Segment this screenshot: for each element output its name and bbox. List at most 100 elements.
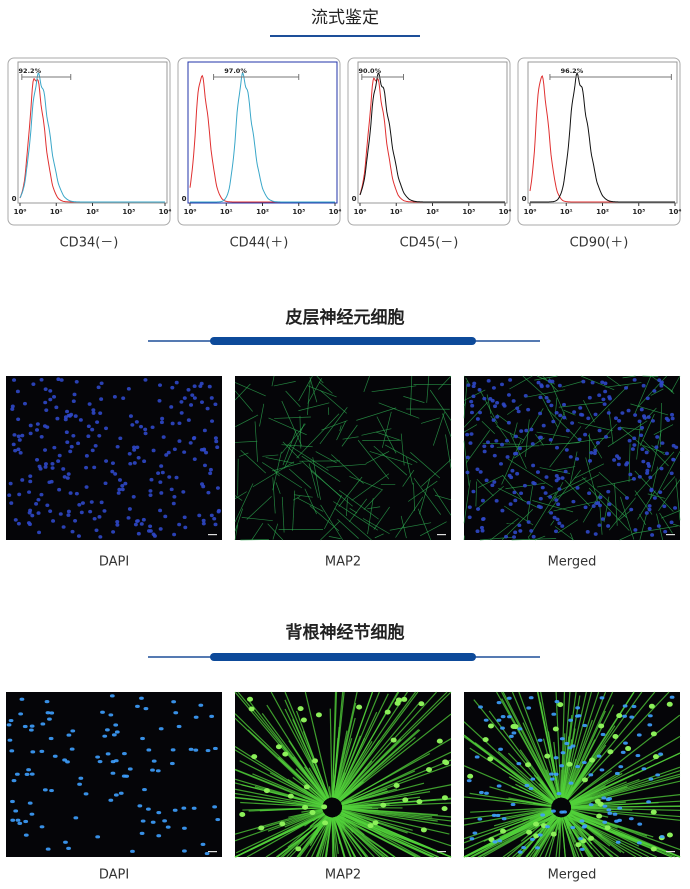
cell-body <box>443 760 449 765</box>
cell-body <box>544 754 550 759</box>
nucleus <box>601 733 606 736</box>
nucleus <box>73 816 78 819</box>
nucleus <box>600 768 605 771</box>
nucleus <box>466 383 470 387</box>
nucleus <box>46 847 51 850</box>
nucleus <box>533 482 537 486</box>
nucleus <box>494 439 498 443</box>
nucleus <box>134 523 138 527</box>
nucleus <box>550 380 554 384</box>
nucleus <box>217 510 221 514</box>
cell-body <box>295 846 301 851</box>
nucleus <box>23 725 28 728</box>
nucleus <box>490 483 494 487</box>
nucleus <box>645 471 649 475</box>
cell-body <box>264 788 270 793</box>
nucleus <box>512 731 517 734</box>
nucleus <box>665 452 669 456</box>
nucleus <box>17 493 21 497</box>
nucleus <box>206 491 210 495</box>
nucleus <box>557 792 562 795</box>
nucleus <box>512 399 516 403</box>
nucleus <box>497 719 502 722</box>
cell-body <box>605 825 611 830</box>
nucleus <box>104 481 108 485</box>
nucleus <box>108 713 113 716</box>
nucleus <box>9 719 14 722</box>
nucleus <box>507 393 511 397</box>
nucleus <box>549 404 553 408</box>
nucleus <box>190 393 194 397</box>
scale-bar <box>437 851 446 852</box>
nucleus <box>28 802 33 805</box>
nucleus <box>539 497 543 501</box>
nucleus <box>548 495 552 499</box>
nucleus <box>146 808 151 811</box>
nucleus <box>130 850 135 853</box>
nucleus <box>142 459 146 463</box>
nucleus <box>12 779 17 782</box>
nucleus <box>110 694 115 697</box>
cell-body <box>426 767 432 772</box>
cell-body <box>316 712 322 717</box>
nucleus <box>65 430 69 434</box>
nucleus <box>646 800 651 803</box>
nucleus <box>91 449 95 453</box>
nucleus <box>159 527 163 531</box>
micrograph <box>464 376 680 540</box>
nucleus <box>111 530 115 534</box>
nucleus <box>588 773 593 776</box>
nucleus <box>521 846 526 849</box>
nucleus <box>132 448 136 452</box>
nucleus <box>673 506 677 510</box>
cell-body <box>526 830 532 835</box>
nucleus <box>47 718 52 721</box>
nucleus <box>470 411 474 415</box>
nucleus <box>558 384 562 388</box>
nucleus <box>663 530 667 534</box>
nucleus <box>568 719 573 722</box>
cell-body <box>368 823 374 828</box>
nucleus <box>597 523 601 527</box>
x-tick-label: 10² <box>86 208 99 216</box>
nucleus <box>28 509 32 513</box>
nucleus <box>26 768 31 771</box>
nucleus <box>39 493 43 497</box>
nucleus <box>655 773 660 776</box>
nucleus <box>156 471 160 475</box>
nucleus <box>662 504 666 508</box>
nucleus <box>648 777 653 780</box>
nucleus <box>549 772 554 775</box>
nucleus <box>598 429 602 433</box>
x-tick-label: 10¹ <box>50 208 63 216</box>
nucleus <box>74 414 78 418</box>
nucleus <box>169 405 173 409</box>
nucleus <box>512 535 516 539</box>
nucleus <box>578 406 582 410</box>
nucleus <box>75 380 79 384</box>
nucleus <box>35 458 39 462</box>
nucleus <box>561 476 565 480</box>
nucleus <box>16 390 20 394</box>
nucleus <box>531 464 535 468</box>
nucleus <box>93 517 97 521</box>
nucleus <box>554 773 559 776</box>
x-tick-label: 10⁴ <box>159 208 172 216</box>
nucleus <box>647 723 652 726</box>
nucleus <box>555 446 559 450</box>
nucleus <box>177 725 182 728</box>
nucleus <box>627 409 631 413</box>
nucleus <box>81 501 85 505</box>
nucleus <box>7 723 12 726</box>
nucleus <box>623 704 628 707</box>
nucleus <box>583 433 587 437</box>
nucleus <box>97 434 101 438</box>
nucleus <box>629 817 634 820</box>
panel-caption: CD90(＋) <box>570 236 629 251</box>
nucleus <box>478 411 482 415</box>
nucleus <box>99 397 103 401</box>
nucleus <box>648 504 652 508</box>
nucleus <box>555 479 559 483</box>
nucleus <box>477 817 482 820</box>
nucleus <box>193 749 198 752</box>
